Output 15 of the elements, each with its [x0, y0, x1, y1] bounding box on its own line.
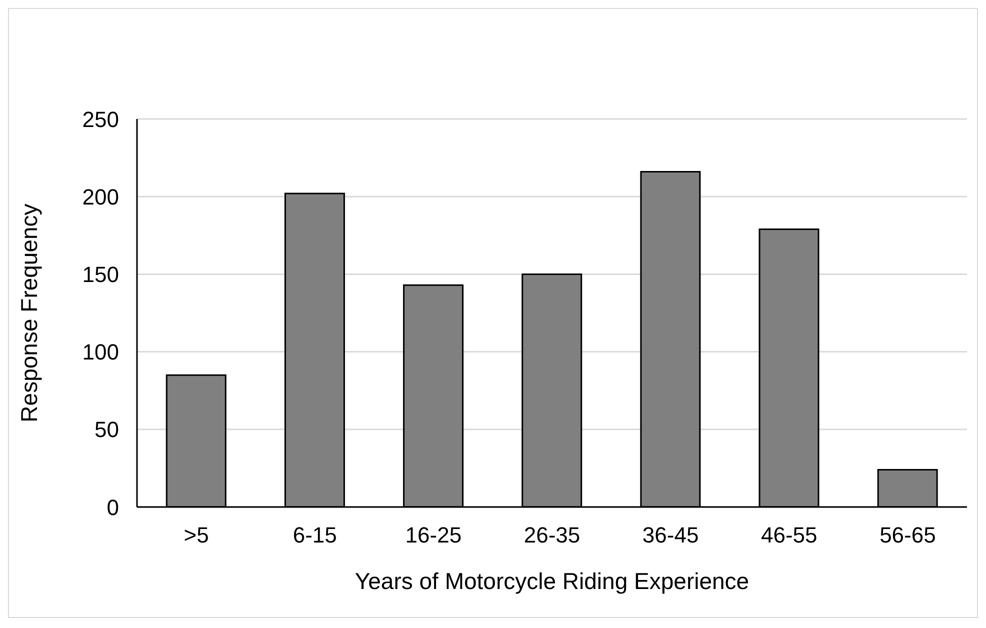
y-axis-title: Response Frequency	[16, 203, 42, 422]
x-tick-label: 36-45	[642, 522, 699, 548]
y-tick-label: 100	[82, 340, 119, 365]
x-tick-label: 26-35	[524, 522, 580, 548]
x-tick-label: 46-55	[761, 522, 818, 548]
y-tick-label: 150	[82, 262, 119, 288]
x-tick-label: 6-15	[292, 522, 337, 548]
y-tick-label: 50	[94, 417, 119, 442]
x-tick-label: 56-65	[880, 522, 936, 548]
x-axis-title: Years of Motorcycle Riding Experience	[354, 568, 750, 594]
y-tick-label: 0	[106, 494, 119, 520]
x-tick-label: 16-25	[405, 522, 462, 548]
x-tick-label: >5	[184, 522, 209, 548]
y-tick-label: 250	[82, 106, 119, 132]
y-tick-label: 200	[82, 184, 119, 210]
